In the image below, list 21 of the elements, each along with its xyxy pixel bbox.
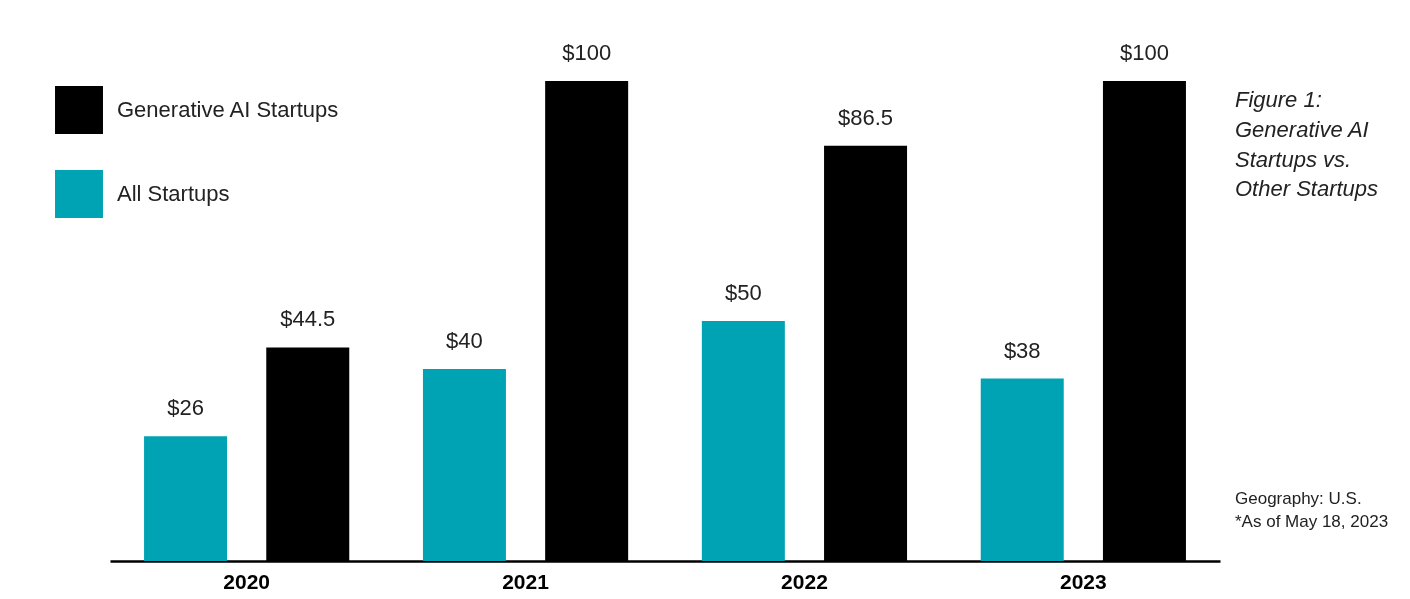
bar: [422, 369, 506, 561]
legend-label: All Startups: [117, 181, 230, 206]
legend-label: Generative AI Startups: [117, 97, 339, 122]
x-tick-label: 2021: [502, 569, 550, 593]
x-tick-label: 2022: [781, 569, 828, 593]
x-tick-label: 2023: [1059, 569, 1107, 593]
bar: [701, 321, 785, 561]
bar: [980, 378, 1064, 561]
data-label: $100: [562, 40, 612, 65]
data-label: $40: [446, 328, 483, 353]
text: Figure 1: Generative AI Startups vs. Other Startups: [1235, 87, 1379, 202]
text: *As of May 18, 2023: [1235, 511, 1389, 531]
data-label: $26: [167, 395, 204, 421]
text: Geography: U.S.: [1235, 488, 1362, 508]
data-label: $50: [724, 280, 762, 305]
data-label: $38: [1003, 337, 1041, 363]
data-label: $44.5: [280, 306, 336, 332]
bar: [144, 436, 228, 561]
x-tick-label: 2020: [223, 569, 271, 593]
data-label: $86.5: [838, 104, 894, 130]
data-label: $100: [1119, 40, 1169, 65]
